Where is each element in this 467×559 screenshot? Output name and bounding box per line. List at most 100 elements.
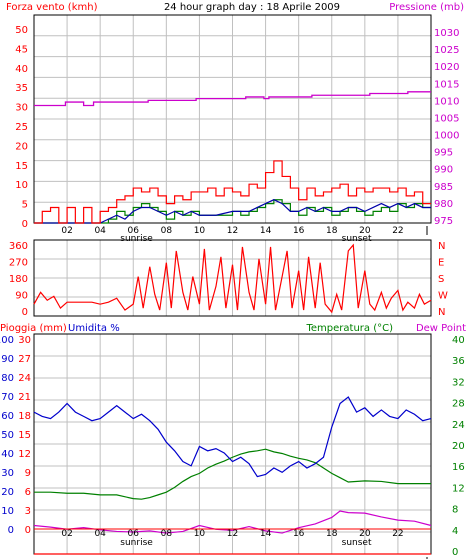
y-tick-label-humidity: 20 xyxy=(1,487,14,498)
y-tick-label-humidity: 40 xyxy=(1,449,14,460)
wind-direction-series xyxy=(33,243,432,314)
y-tick-label-humidity: 60 xyxy=(1,411,14,422)
y-tick-label-humidity: 70 xyxy=(1,392,14,403)
y-tick-label-humidity: 50 xyxy=(1,430,14,441)
y-tick-label-wind: 0 xyxy=(22,219,28,230)
rain-label: Pioggia (mm) xyxy=(0,323,67,334)
y-tick-label-pressure: 1015 xyxy=(434,79,459,90)
wind-gust-series xyxy=(34,160,431,224)
y-tick-label-temperature: 12 xyxy=(452,483,465,494)
x-tick-label: 14 xyxy=(260,529,272,539)
pressure-series xyxy=(34,91,431,107)
x-tick-label: 14 xyxy=(260,226,272,236)
dewpoint-label: Dew Point xyxy=(416,323,466,334)
compass-label: N xyxy=(438,241,445,252)
sunrise-marker: sunrise xyxy=(120,234,153,244)
y-tick-label-temperature: 28 xyxy=(452,399,465,410)
compass-label: S xyxy=(438,274,444,285)
y-tick-label-temperature: 0 xyxy=(452,547,458,558)
x-tick-label: 08 xyxy=(161,529,173,539)
wind-speed-label: Forza vento (kmh) xyxy=(6,2,98,13)
y-tick-label-wind: 30 xyxy=(15,103,28,114)
dewpoint-series xyxy=(33,510,432,534)
x-tick-label: 18 xyxy=(326,529,338,539)
y-tick-label-temperature: 16 xyxy=(452,462,465,473)
y-tick-label-wind: 35 xyxy=(15,83,28,94)
x-tick-label: 04 xyxy=(94,226,106,236)
y-tick-label-temperature: 40 xyxy=(452,335,465,346)
x-tick-label: 16 xyxy=(293,226,305,236)
y-tick-label-rain: 0 xyxy=(25,525,31,536)
temperature-series xyxy=(34,448,431,500)
x-tick-label: 04 xyxy=(94,529,106,539)
x-tick-label: 20 xyxy=(359,529,371,539)
x-tick-label: 02 xyxy=(61,226,72,236)
y-tick-label-humidity: 100 xyxy=(0,335,14,346)
y-tick-label-pressure: 1010 xyxy=(434,96,459,107)
y-tick-label-wind: 15 xyxy=(15,161,28,172)
y-tick-label-pressure: 995 xyxy=(434,148,453,159)
y-tick-label-pressure: 990 xyxy=(434,165,453,176)
humidity-series xyxy=(33,396,432,478)
panel-border xyxy=(33,14,432,224)
y-tick-label-rain: 18 xyxy=(18,411,31,422)
y-tick-label-pressure: 1030 xyxy=(434,28,459,39)
y-tick-label-humidity: 80 xyxy=(1,373,14,384)
y-tick-label-temperature: 24 xyxy=(452,420,465,431)
y-tick-label-temperature: 36 xyxy=(452,356,465,367)
temp-humidity-panel: 0102030405060708090100036912151821242730… xyxy=(0,333,465,559)
x-tick-label: 12 xyxy=(227,529,238,539)
y-tick-label-direction: 180 xyxy=(9,274,28,285)
y-tick-label-humidity: 10 xyxy=(1,506,14,517)
y-tick-label-wind: 40 xyxy=(15,64,28,75)
y-tick-label-rain: 15 xyxy=(18,430,31,441)
wind-pressure-panel: 0510152025303540455097598098599099510001… xyxy=(15,14,459,244)
y-tick-label-direction: 0 xyxy=(22,307,28,318)
compass-label: W xyxy=(438,291,448,302)
x-tick-label: 02 xyxy=(61,529,72,539)
y-tick-label-wind: 25 xyxy=(15,122,28,133)
sunset-marker: sunset xyxy=(342,538,372,548)
y-tick-label-pressure: 980 xyxy=(434,199,453,210)
compass-label: N xyxy=(438,307,445,318)
y-tick-label-temperature: 20 xyxy=(452,441,465,452)
sunset-marker: sunset xyxy=(342,234,372,244)
y-tick-label-temperature: 8 xyxy=(452,505,458,516)
y-tick-label-pressure: 985 xyxy=(434,182,453,193)
y-tick-label-rain: 9 xyxy=(25,468,31,479)
sunrise-marker: sunrise xyxy=(120,538,153,548)
x-tick-label: 22 xyxy=(392,529,403,539)
x-tick-label: 12 xyxy=(227,226,238,236)
y-tick-label-humidity: 0 xyxy=(8,525,14,536)
y-tick-label-wind: 50 xyxy=(15,25,28,36)
y-tick-label-wind: 10 xyxy=(15,180,28,191)
x-tick-label: 22 xyxy=(392,226,403,236)
pressure-label: Pressione (mb) xyxy=(389,2,464,13)
x-tick-label: 10 xyxy=(194,226,206,236)
y-tick-label-rain: 3 xyxy=(25,506,31,517)
compass-label: E xyxy=(438,258,444,269)
y-tick-label-rain: 6 xyxy=(25,487,31,498)
y-tick-label-pressure: 1025 xyxy=(434,45,459,56)
y-tick-label-rain: 30 xyxy=(18,335,31,346)
y-tick-label-wind: 45 xyxy=(15,44,28,55)
x-tick-label: 18 xyxy=(326,226,338,236)
y-tick-label-pressure: 1005 xyxy=(434,113,459,124)
x-tick-label: 06 xyxy=(128,529,140,539)
y-tick-label-direction: 270 xyxy=(9,258,28,269)
x-tick-label: 06 xyxy=(128,226,140,236)
y-tick-label-pressure: 975 xyxy=(434,216,453,227)
x-tick-label: 08 xyxy=(161,226,173,236)
y-tick-label-rain: 24 xyxy=(18,373,31,384)
y-tick-label-wind: 20 xyxy=(15,141,28,152)
y-tick-label-temperature: 4 xyxy=(452,526,458,537)
temperature-label: Temperatura (°C) xyxy=(305,323,393,334)
y-tick-label-humidity: 90 xyxy=(1,354,14,365)
x-tick-label: 10 xyxy=(194,529,206,539)
y-tick-label-direction: 360 xyxy=(9,241,28,252)
y-tick-label-pressure: 1020 xyxy=(434,62,459,73)
y-tick-label-rain: 27 xyxy=(18,354,31,365)
chart-title: 24 hour graph day : 18 Aprile 2009 xyxy=(164,2,340,13)
